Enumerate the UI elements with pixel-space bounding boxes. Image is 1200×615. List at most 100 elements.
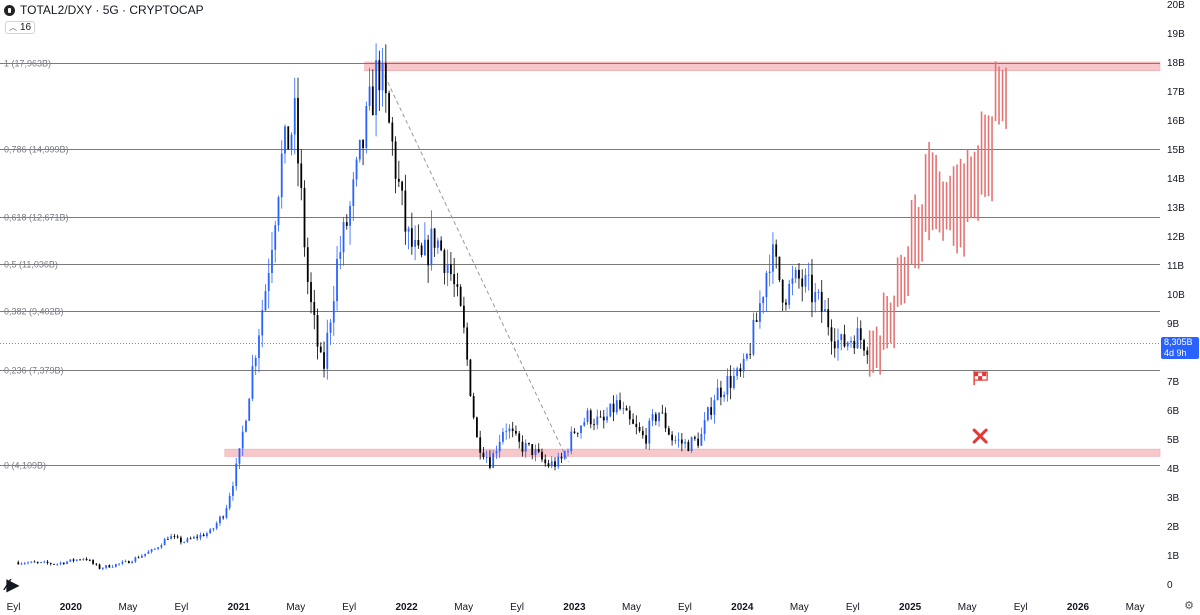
candle-body <box>254 357 257 367</box>
fib-levels-layer: 1 (17,963B) 0,786 (14,999B) 0,618 (12,671B… <box>0 59 1160 471</box>
chevron-up-icon: ︿ <box>9 23 17 32</box>
candle-body <box>479 437 482 453</box>
candle-body <box>508 428 511 432</box>
trendline-layer <box>378 62 569 463</box>
candle-body <box>612 403 615 413</box>
candle-body <box>446 264 449 273</box>
last-price-value: 8,305B <box>1164 337 1193 347</box>
candle-body <box>697 438 700 446</box>
time-tick-label: 2022 <box>395 602 418 613</box>
candle-body <box>463 305 465 328</box>
candle-body <box>671 434 673 441</box>
candle-body <box>817 291 820 293</box>
candle-body <box>423 239 426 256</box>
candle-body <box>170 536 173 540</box>
candle-body <box>342 222 345 253</box>
price-tick-label: 13B <box>1167 203 1185 214</box>
tradingview-logo-icon[interactable]: ⁄▶ <box>6 577 19 594</box>
indicators-toggle[interactable]: ︿ 16 <box>5 21 36 34</box>
candle-body <box>241 431 244 449</box>
candle-body <box>150 549 153 552</box>
candle-body <box>121 561 124 564</box>
candle-body <box>384 63 387 94</box>
candle-body <box>846 342 849 347</box>
candle-body <box>459 286 462 306</box>
candle-body <box>586 410 589 422</box>
candle-body <box>371 86 374 116</box>
indicators-count: 16 <box>20 22 32 33</box>
candle-body <box>297 97 299 164</box>
candle-body <box>417 239 420 246</box>
candle-body <box>658 412 660 422</box>
candle-body <box>524 442 527 452</box>
candle-body <box>23 563 26 565</box>
candle-body <box>648 420 651 444</box>
candle-body <box>449 264 452 275</box>
candle-body <box>46 561 49 564</box>
candle-body <box>17 562 20 565</box>
time-tick-label: May <box>958 602 977 613</box>
candle-body <box>837 340 839 349</box>
candle-body <box>667 428 670 435</box>
symbol-title[interactable]: TOTAL2/DXY · 5G · CRYPTOCAP <box>20 3 204 17</box>
candle-body <box>563 451 566 459</box>
candle-body <box>225 508 228 518</box>
candle-body <box>160 545 163 548</box>
price-tick-label: 18B <box>1167 58 1185 69</box>
candle-body <box>261 310 264 336</box>
candle-body <box>534 449 537 456</box>
candle-body <box>794 269 797 279</box>
time-tick-label: Eyl <box>678 602 692 613</box>
candle-body <box>365 106 368 149</box>
candle-body <box>313 302 316 315</box>
candle-body <box>157 547 160 549</box>
candle-body <box>664 412 667 429</box>
candle-body <box>212 528 215 530</box>
candle-body <box>219 516 221 524</box>
candle-body <box>788 283 791 305</box>
candle-body <box>515 431 517 434</box>
time-tick-label: May <box>119 602 138 613</box>
candle-body <box>651 414 654 421</box>
candle-body <box>40 562 42 563</box>
candle-body <box>290 134 293 150</box>
candle-body <box>391 122 394 142</box>
candle-body <box>840 334 843 341</box>
candle-body <box>453 274 456 285</box>
candle-body <box>193 536 195 539</box>
gear-icon[interactable]: ⚙ <box>1184 600 1194 612</box>
candle-body <box>137 557 140 559</box>
price-tick-label: 2B <box>1167 522 1180 533</box>
candle-body <box>196 536 199 538</box>
candle-body <box>345 222 348 226</box>
candle-body <box>362 139 364 149</box>
candle-body <box>199 534 202 538</box>
candle-body <box>498 441 501 452</box>
candle-body <box>749 354 752 355</box>
candle-body <box>863 340 865 351</box>
candle-body <box>79 559 81 561</box>
candle-body <box>547 463 550 467</box>
candle-body <box>284 126 286 154</box>
time-tick-label: Eyl <box>174 602 188 613</box>
candle-body <box>726 375 729 395</box>
candle-body <box>293 97 296 135</box>
candle-body <box>98 564 101 569</box>
candle-body <box>352 179 355 206</box>
price-tick-label: 17B <box>1167 87 1185 98</box>
candle-body <box>635 423 638 428</box>
candle-body <box>583 421 586 426</box>
candle-body <box>251 366 254 399</box>
fib-label: 0,5 (11,036B) <box>4 260 58 270</box>
price-axis[interactable]: 01B2B3B4B5B6B7B8B9B10B11B12B13B14B15B16B… <box>1167 0 1185 591</box>
candle-body <box>801 278 804 287</box>
candle-body <box>280 153 283 198</box>
candle-body <box>537 449 540 452</box>
candle-body <box>785 302 787 305</box>
candle-body <box>75 559 78 561</box>
time-axis[interactable]: Eyl 2020 May Eyl 2021 May Eyl 2022 May Eyl 2023 May… <box>7 602 1145 613</box>
candle-body <box>215 523 218 529</box>
candle-body <box>703 420 706 434</box>
candle-body <box>163 539 166 546</box>
